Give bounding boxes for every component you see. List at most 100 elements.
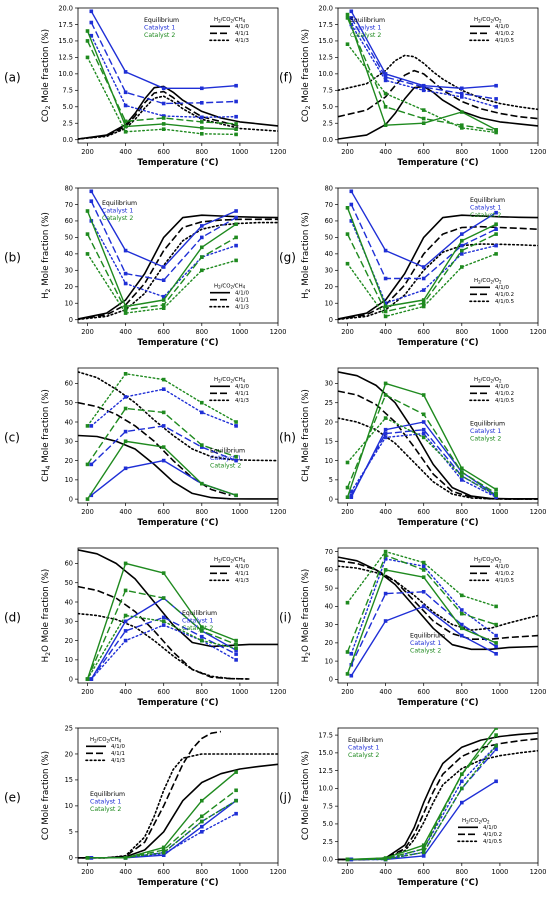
x-tick-label: 400 (379, 508, 392, 516)
catalyst2-line-3 (346, 253, 497, 318)
catalyst2-marker (161, 848, 166, 852)
catalyst1-marker (494, 779, 498, 784)
x-tick-label: 200 (341, 508, 354, 516)
series-legend-title: H2/CO2/CH4 (214, 17, 246, 23)
catalyst2-marker (345, 672, 350, 676)
catalyst1-marker (383, 75, 388, 79)
plot-area (78, 189, 278, 321)
catalyst2-marker (421, 121, 426, 125)
equilibrium-line-3 (338, 54, 538, 111)
series-legend-label: 4/1/0 (495, 285, 509, 291)
catalyst2-marker (345, 12, 350, 17)
catalyst1-marker (460, 622, 464, 627)
catalyst1-marker (421, 288, 426, 292)
catalyst1-marker (200, 224, 204, 228)
y-tick-label: 15 (325, 438, 333, 446)
catalyst2-marker (161, 127, 166, 131)
equilibrium-line-3 (338, 565, 538, 631)
catalyst2-marker (85, 424, 90, 428)
catalyst2-marker (85, 55, 90, 60)
model-legend-entry: Catalyst 2 (210, 462, 241, 469)
y-tick-label: 10.0 (58, 70, 73, 78)
catalyst1-line-3 (90, 388, 237, 427)
catalyst2-marker (421, 301, 426, 305)
catalyst2-marker (200, 400, 204, 405)
y-tick-label: 60 (325, 566, 333, 574)
equilibrium-line-3 (78, 221, 278, 321)
catalyst2-marker (85, 856, 90, 860)
catalyst1-marker (383, 427, 388, 432)
x-tick-label: 600 (417, 148, 430, 156)
catalyst2-marker (123, 406, 128, 411)
catalyst1-marker (234, 215, 238, 220)
catalyst2-marker (200, 814, 204, 819)
y-tick-label: 30 (325, 621, 333, 629)
x-tick-label: 400 (119, 508, 132, 516)
catalyst2-marker (161, 845, 166, 850)
model-legend-entry: Catalyst 2 (90, 806, 121, 813)
series-legend-title: H2/CO2/O2 (474, 377, 502, 383)
x-tick-label: 600 (157, 328, 170, 336)
catalyst1-marker (349, 202, 354, 207)
catalyst2-marker (161, 850, 166, 855)
y-tick-label: 0 (329, 495, 333, 503)
model-legend-entry: Catalyst 2 (470, 435, 501, 442)
catalyst2-marker (234, 258, 238, 263)
model-legend-entry: Catalyst 1 (210, 455, 241, 462)
catalyst2-marker (494, 604, 498, 609)
series-legend-label: 4/1/0.5 (483, 839, 502, 845)
x-axis-label: Temperature (°C) (397, 697, 478, 707)
catalyst2-marker (234, 798, 238, 803)
catalyst2-marker (123, 124, 128, 129)
equilibrium-line-3 (78, 95, 278, 140)
series-legend-label: 4/1/0 (495, 564, 509, 570)
catalyst2-marker (460, 474, 464, 478)
plot-area (78, 730, 278, 860)
series-legend-label: 4/1/0 (235, 384, 249, 390)
model-legend-entry: Equilibrium (90, 791, 125, 798)
y-tick-label: 0 (69, 675, 73, 683)
model-legend-entry: Equilibrium (182, 610, 217, 617)
series-legend-label: 4/1/0.2 (495, 292, 514, 298)
catalyst2-marker (234, 770, 238, 774)
catalyst2-marker (421, 568, 426, 572)
chart-panel-f: (f) 200 400 600 800 1000 1200 0.0 2.5 5.0 7.5 10.0 1… (279, 4, 546, 167)
model-legend-entry: Equilibrium (348, 737, 383, 744)
catalyst1-marker (234, 99, 238, 104)
catalyst1-marker (421, 85, 426, 89)
y-tick-label: 50 (65, 579, 73, 587)
panel-label: (i) (279, 611, 292, 625)
series-legend-label: 4/1/0 (235, 291, 249, 297)
catalyst2-marker (383, 416, 388, 420)
catalyst2-marker (494, 641, 498, 645)
catalyst1-marker (460, 633, 464, 638)
plot-frame (337, 7, 539, 144)
y-tick-label: 20 (65, 283, 73, 291)
catalyst1-marker (349, 489, 354, 494)
catalyst1-marker (161, 387, 166, 391)
x-tick-label: 1200 (530, 508, 547, 516)
series-legend-title: H2/CO2/CH4 (214, 377, 246, 383)
catalyst2-marker (85, 39, 90, 43)
series-legend: H2/CO2/O24/1/04/1/0.24/1/0.5 (469, 557, 514, 584)
catalyst2-marker (200, 268, 204, 273)
model-legend-entry: Equilibrium (144, 17, 179, 24)
series-legend: H2/CO2/O24/1/04/1/0.24/1/0.5 (469, 377, 514, 404)
catalyst2-marker (494, 128, 498, 133)
catalyst1-marker (383, 619, 388, 623)
y-tick-label: 50 (325, 584, 333, 592)
catalyst2-marker (421, 850, 426, 855)
panel-label: (j) (279, 791, 292, 805)
catalyst2-marker (200, 126, 204, 130)
catalyst2-marker (234, 235, 238, 240)
series-legend-title: H2/CO2/O2 (462, 818, 490, 824)
panel-label: (g) (279, 251, 296, 265)
catalyst1-marker (200, 86, 204, 91)
catalyst1-marker (349, 652, 354, 656)
series-legend-label: 4/1/3 (235, 578, 249, 584)
catalyst1-marker (89, 189, 94, 194)
catalyst1-marker (383, 431, 388, 436)
y-tick-label: 40 (65, 250, 73, 258)
